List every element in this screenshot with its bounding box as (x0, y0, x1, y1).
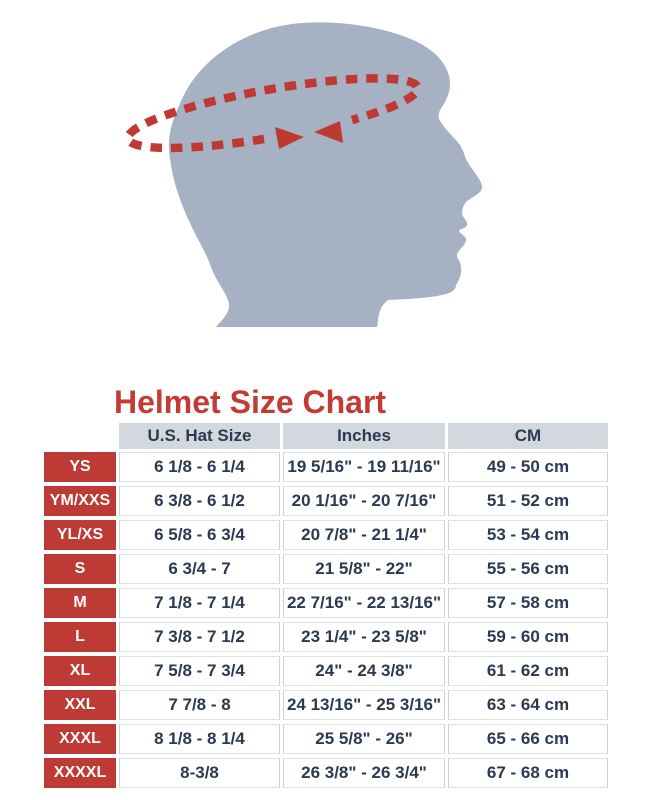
cm-cell: 65 - 66 cm (448, 724, 608, 754)
column-header-us-hat-size: U.S. Hat Size (119, 423, 280, 449)
size-label-cell: YM/XXS (44, 486, 116, 516)
inches-cell: 19 5/16" - 19 11/16" (283, 452, 445, 482)
cm-cell: 57 - 58 cm (448, 588, 608, 618)
hat-size-cell: 7 5/8 - 7 3/4 (119, 656, 280, 686)
table-header-row: U.S. Hat Size Inches CM (44, 423, 608, 449)
cm-cell: 61 - 62 cm (448, 656, 608, 686)
table-body: YS 6 1/8 - 6 1/4 19 5/16" - 19 11/16" 49… (44, 452, 608, 788)
size-label-cell: XXXXL (44, 758, 116, 788)
size-label-cell: S (44, 554, 116, 584)
cm-cell: 59 - 60 cm (448, 622, 608, 652)
table-row: YL/XS 6 5/8 - 6 3/4 20 7/8" - 21 1/4" 53… (44, 520, 608, 550)
hat-size-cell: 7 3/8 - 7 1/2 (119, 622, 280, 652)
size-label-cell: YS (44, 452, 116, 482)
inches-cell: 20 7/8" - 21 1/4" (283, 520, 445, 550)
table-row: L 7 3/8 - 7 1/2 23 1/4" - 23 5/8" 59 - 6… (44, 622, 608, 652)
table-row: YS 6 1/8 - 6 1/4 19 5/16" - 19 11/16" 49… (44, 452, 608, 482)
head-silhouette (168, 22, 483, 327)
hat-size-cell: 7 7/8 - 8 (119, 690, 280, 720)
arrow-left-icon (314, 121, 343, 143)
cm-cell: 53 - 54 cm (448, 520, 608, 550)
inches-cell: 26 3/8" - 26 3/4" (283, 758, 445, 788)
size-label-cell: YL/XS (44, 520, 116, 550)
cm-cell: 51 - 52 cm (448, 486, 608, 516)
cm-cell: 63 - 64 cm (448, 690, 608, 720)
hat-size-cell: 8 1/8 - 8 1/4 (119, 724, 280, 754)
cm-cell: 67 - 68 cm (448, 758, 608, 788)
inches-cell: 24 13/16" - 25 3/16" (283, 690, 445, 720)
table-row: XXXXL 8-3/8 26 3/8" - 26 3/4" 67 - 68 cm (44, 758, 608, 788)
hat-size-cell: 6 3/8 - 6 1/2 (119, 486, 280, 516)
table-row: M 7 1/8 - 7 1/4 22 7/16" - 22 13/16" 57 … (44, 588, 608, 618)
size-label-cell: L (44, 622, 116, 652)
hat-size-cell: 7 1/8 - 7 1/4 (119, 588, 280, 618)
size-label-cell: XXL (44, 690, 116, 720)
measuring-tape-dashed-line (123, 74, 422, 153)
head-profile-measurement-icon (123, 22, 483, 327)
table-row: XXXL 8 1/8 - 8 1/4 25 5/8" - 26" 65 - 66… (44, 724, 608, 754)
column-header-inches: Inches (283, 423, 445, 449)
arrow-right-icon (275, 127, 304, 149)
cm-cell: 49 - 50 cm (448, 452, 608, 482)
table-row: XL 7 5/8 - 7 3/4 24" - 24 3/8" 61 - 62 c… (44, 656, 608, 686)
page-title: Helmet Size Chart (114, 384, 387, 420)
inches-cell: 24" - 24 3/8" (283, 656, 445, 686)
inches-cell: 25 5/8" - 26" (283, 724, 445, 754)
hat-size-cell: 6 5/8 - 6 3/4 (119, 520, 280, 550)
inches-cell: 22 7/16" - 22 13/16" (283, 588, 445, 618)
table-corner-cell (44, 423, 116, 449)
column-header-cm: CM (448, 423, 608, 449)
table-row: XXL 7 7/8 - 8 24 13/16" - 25 3/16" 63 - … (44, 690, 608, 720)
hat-size-cell: 6 3/4 - 7 (119, 554, 280, 584)
table-row: S 6 3/4 - 7 21 5/8" - 22" 55 - 56 cm (44, 554, 608, 584)
cm-cell: 55 - 56 cm (448, 554, 608, 584)
head-measurement-figure (94, 0, 554, 372)
table-row: YM/XXS 6 3/8 - 6 1/2 20 1/16" - 20 7/16"… (44, 486, 608, 516)
hat-size-cell: 6 1/8 - 6 1/4 (119, 452, 280, 482)
size-label-cell: M (44, 588, 116, 618)
size-label-cell: XXXL (44, 724, 116, 754)
helmet-size-table: U.S. Hat Size Inches CM YS 6 1/8 - 6 1/4… (44, 423, 608, 792)
inches-cell: 23 1/4" - 23 5/8" (283, 622, 445, 652)
inches-cell: 21 5/8" - 22" (283, 554, 445, 584)
inches-cell: 20 1/16" - 20 7/16" (283, 486, 445, 516)
size-label-cell: XL (44, 656, 116, 686)
hat-size-cell: 8-3/8 (119, 758, 280, 788)
